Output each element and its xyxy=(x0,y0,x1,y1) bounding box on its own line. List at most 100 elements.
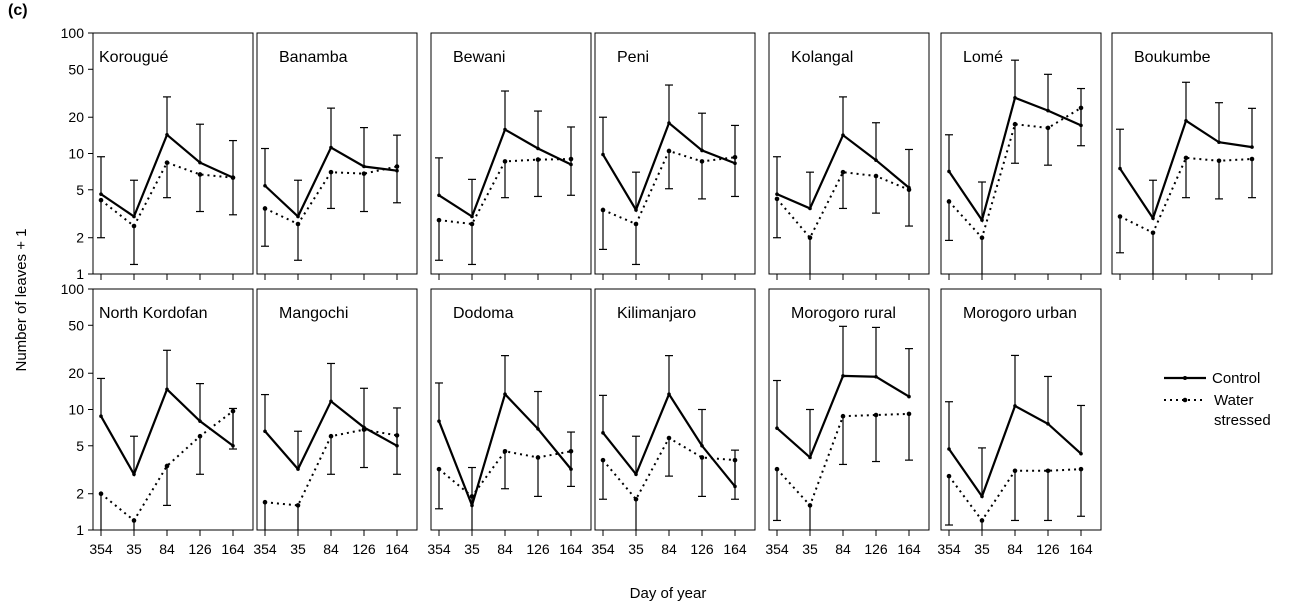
water-stressed-point xyxy=(807,235,813,241)
water-stressed-point xyxy=(873,412,879,418)
panel-banamba: Banamba xyxy=(256,32,418,280)
control-point xyxy=(1151,216,1155,221)
control-point xyxy=(362,425,366,430)
control-point xyxy=(1046,422,1050,426)
water-stressed-point xyxy=(535,157,541,162)
control-point xyxy=(536,146,540,151)
control-point xyxy=(634,208,638,212)
control-point xyxy=(1118,166,1122,171)
panel-bewani: Bewani xyxy=(430,32,592,280)
water-stressed-point xyxy=(131,223,137,229)
water-stressed-point xyxy=(600,457,606,463)
legend-water-label-2: stressed xyxy=(1214,412,1271,429)
x-tick-label: 84 xyxy=(497,541,513,557)
x-tick-label: 35 xyxy=(126,541,142,557)
legend-water-marker xyxy=(1182,397,1188,403)
control-point xyxy=(263,183,267,188)
water-stressed-point xyxy=(361,171,367,176)
control-point xyxy=(775,192,779,196)
site-label: Bewani xyxy=(453,49,505,66)
panel-frame xyxy=(430,32,592,275)
control-point xyxy=(165,387,169,392)
y-tick-label: 5 xyxy=(76,182,84,198)
x-tick-label: 35 xyxy=(802,541,818,557)
water-stressed-point xyxy=(732,457,738,463)
x-tick-label: 164 xyxy=(559,541,583,557)
water-stressed-point xyxy=(906,411,912,417)
x-tick-label: 126 xyxy=(690,541,714,557)
control-point xyxy=(1217,140,1221,145)
y-tick-label: 20 xyxy=(68,365,84,381)
panel-label: (c) xyxy=(8,2,28,19)
water-stressed-point xyxy=(979,235,985,241)
control-point xyxy=(601,152,605,157)
control-point xyxy=(99,192,103,196)
x-tick-label: 164 xyxy=(221,541,245,557)
control-point xyxy=(1250,145,1254,149)
water-stressed-point xyxy=(732,154,738,160)
panel-frame xyxy=(256,288,418,531)
water-stressed-point xyxy=(164,463,170,469)
water-stressed-point xyxy=(1012,121,1018,127)
control-point xyxy=(362,164,366,169)
control-point xyxy=(132,472,136,477)
site-label: Banamba xyxy=(279,49,348,66)
y-tick-label: 100 xyxy=(61,281,85,297)
y-tick-label: 1 xyxy=(76,266,84,282)
x-tick-label: 354 xyxy=(765,541,789,557)
water-stressed-point xyxy=(699,455,705,460)
y-tick-label: 2 xyxy=(76,230,84,246)
x-tick-label: 126 xyxy=(188,541,212,557)
control-point xyxy=(1079,123,1083,128)
water-stressed-point xyxy=(1045,468,1051,474)
control-point xyxy=(470,214,474,219)
panel-frame xyxy=(940,288,1102,531)
control-point xyxy=(198,160,202,165)
water-stressed-point xyxy=(535,455,541,460)
x-tick-label: 126 xyxy=(352,541,376,557)
x-tick-label: 164 xyxy=(385,541,409,557)
water-stressed-point xyxy=(946,473,952,479)
x-tick-label: 354 xyxy=(937,541,961,557)
control-point xyxy=(1184,118,1188,123)
control-point xyxy=(470,503,474,508)
control-point xyxy=(198,419,202,423)
water-stressed-point xyxy=(774,196,780,202)
y-axis-title: Number of leaves + 1 xyxy=(13,229,30,372)
control-point xyxy=(700,148,704,153)
water-stressed-point xyxy=(1249,156,1255,162)
control-point xyxy=(503,392,507,396)
water-stressed-point xyxy=(633,496,639,502)
y-tick-label: 50 xyxy=(68,317,84,333)
control-point xyxy=(874,158,878,162)
control-point xyxy=(980,494,984,499)
site-label: Mangochi xyxy=(279,305,348,322)
water-stressed-point xyxy=(197,172,203,177)
control-point xyxy=(733,161,737,166)
panel-frame xyxy=(940,32,1102,275)
water-stressed-point xyxy=(262,206,268,211)
y-tick-label: 2 xyxy=(76,486,84,502)
control-point xyxy=(775,426,779,430)
panel-dodoma: Dodoma 354 35 84 126 164 xyxy=(427,288,592,557)
x-tick-label: 35 xyxy=(628,541,644,557)
water-stressed-point xyxy=(469,221,475,227)
panel-frame xyxy=(92,32,254,275)
water-stressed-point xyxy=(600,207,606,213)
site-label: Boukumbe xyxy=(1134,49,1211,66)
water-stressed-point xyxy=(1183,155,1189,161)
water-stressed-point xyxy=(328,169,334,175)
control-point xyxy=(231,175,235,180)
y-tick-label: 10 xyxy=(68,402,84,418)
control-point xyxy=(329,399,333,404)
panel-mangochi: Mangochi 354 35 84 126 164 xyxy=(253,288,418,557)
x-tick-label: 84 xyxy=(323,541,339,557)
y-tick-label: 50 xyxy=(68,61,84,77)
water-stressed-point xyxy=(774,466,780,472)
x-tick-label: 164 xyxy=(723,541,747,557)
x-tick-label: 35 xyxy=(464,541,480,557)
water-stressed-point xyxy=(840,169,846,175)
water-stressed-point xyxy=(1045,125,1051,131)
control-point xyxy=(437,419,441,423)
control-point xyxy=(263,429,267,434)
